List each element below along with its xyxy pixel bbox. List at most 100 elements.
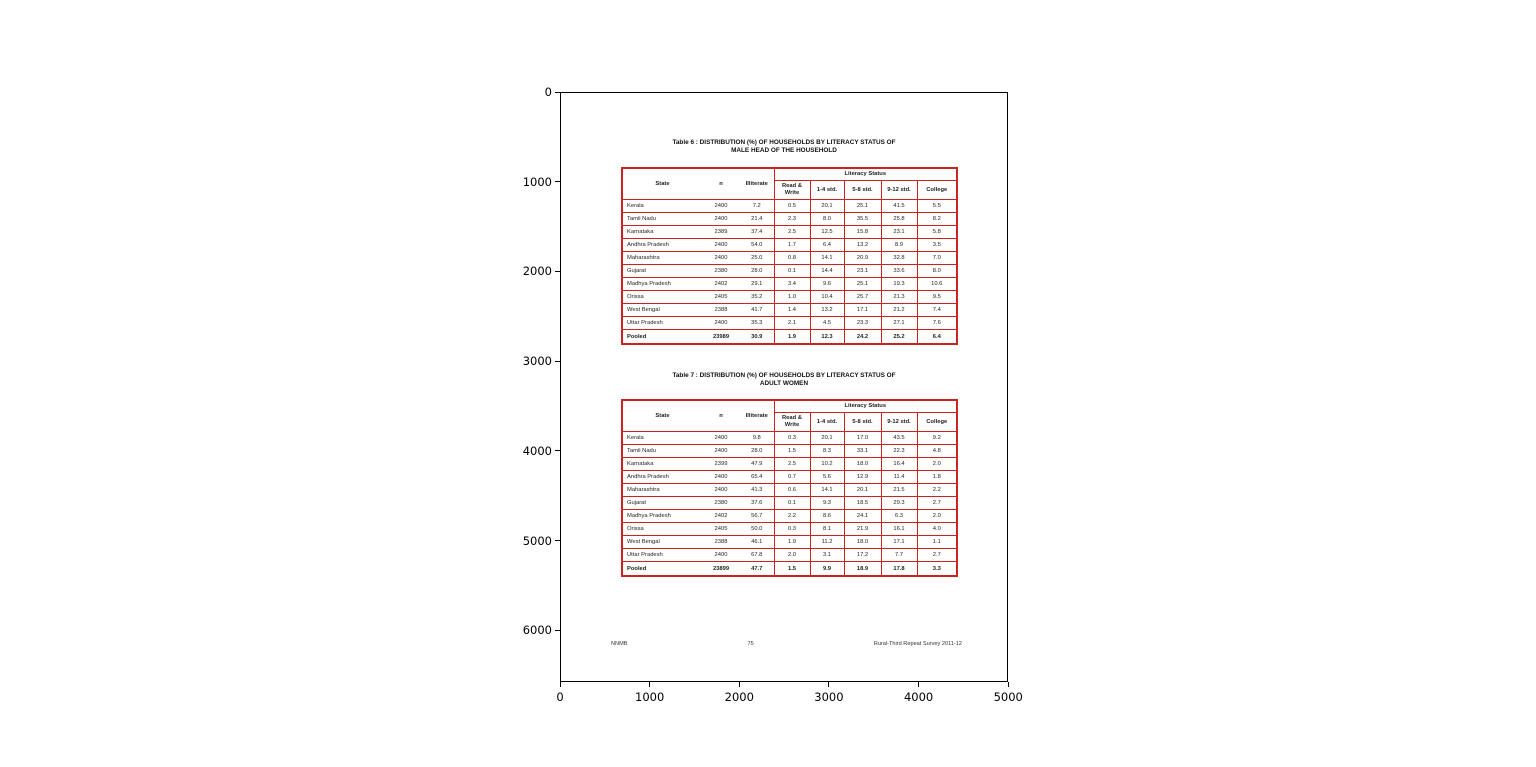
value-cell: 13.2 — [809, 303, 844, 317]
value-cell: 25.2 — [880, 329, 917, 344]
page-footer: NNMB 75 Rural-Third Repeat Survey 2011-1… — [611, 641, 962, 647]
value-cell: 4.5 — [809, 316, 844, 330]
value-cell: 54.0 — [740, 238, 774, 252]
state-cell: Andhra Pradesh — [622, 238, 702, 252]
table-row: Gujarat 2380 37.6 0.1 9.3 18.5 29.3 2.7 — [622, 496, 958, 510]
value-cell: 9.3 — [809, 496, 844, 510]
value-cell: 1.5 — [773, 561, 810, 576]
value-cell: 14.1 — [809, 483, 844, 497]
value-cell: 10.2 — [809, 457, 844, 471]
state-cell: Gujarat — [622, 496, 702, 510]
value-cell: 41.5 — [880, 198, 917, 213]
group-header-literacy-status: Literacy Status — [773, 168, 958, 181]
state-cell: Pooled — [622, 561, 702, 576]
value-cell: 1.9 — [773, 535, 810, 549]
table7-body: Kerala 2400 9.8 0.3 20.1 17.0 43.5 9.2 Tamil Nad… — [622, 430, 958, 576]
x-tick-mark — [1007, 682, 1009, 687]
scanned-report-page: Table 6 : DISTRIBUTION (%) OF HOUSEHOLDS… — [561, 93, 1007, 681]
x-tick-label: 5000 — [993, 690, 1023, 704]
value-cell: 35.2 — [740, 290, 774, 304]
value-cell: 20.1 — [809, 430, 844, 445]
value-cell: 6.3 — [880, 509, 917, 523]
table7-wrapper: State n Illiterate Literacy Status Read … — [621, 399, 959, 577]
value-cell: 2400 — [702, 430, 740, 445]
table-row: Maharashtra 2400 41.3 0.6 14.1 20.1 21.5 2.2 — [622, 483, 958, 497]
table-row: Tamil Nadu 2400 28.0 1.5 8.3 33.1 22.3 4.8 — [622, 444, 958, 458]
col-header-n: n — [719, 412, 723, 419]
value-cell: 2.2 — [916, 483, 958, 497]
value-cell: 2.5 — [773, 225, 810, 239]
value-cell: 27.1 — [880, 316, 917, 330]
value-cell: 13.2 — [843, 238, 881, 252]
value-cell: 16.1 — [880, 522, 917, 536]
x-tick-mark — [738, 682, 740, 687]
state-cell: Gujarat — [622, 264, 702, 278]
value-cell: 0.1 — [773, 264, 810, 278]
y-tick-mark — [555, 91, 560, 93]
value-cell: 9.9 — [809, 561, 844, 576]
value-cell: 0.1 — [773, 496, 810, 510]
table-row: Tamil Nadu 2400 21.4 2.3 8.0 35.5 25.8 8.2 — [622, 212, 958, 226]
value-cell: 8.1 — [809, 522, 844, 536]
table6-title-line2: MALE HEAD OF THE HOUSEHOLD — [731, 147, 837, 154]
table-row: Kerala 2400 7.2 0.5 20.1 25.1 41.5 5.5 — [622, 198, 958, 213]
col-header-college: College — [916, 412, 958, 432]
value-cell: 2400 — [702, 548, 740, 562]
value-cell: 28.0 — [740, 264, 774, 278]
value-cell: 24.2 — [843, 329, 881, 344]
col-header-9-12-std: 9-12 std. — [880, 412, 917, 432]
y-tick-label: 4000 — [522, 443, 552, 458]
col-header-illiterate: Illiterate — [745, 180, 768, 187]
value-cell: 2400 — [702, 316, 740, 330]
value-cell: 2405 — [702, 290, 740, 304]
x-tick-label: 2000 — [724, 690, 754, 704]
value-cell: 29.3 — [880, 496, 917, 510]
value-cell: 21.5 — [880, 483, 917, 497]
value-cell: 18.0 — [843, 457, 881, 471]
col-header-illiterate: Illiterate — [745, 412, 768, 419]
col-header-read-write: Read & Write — [773, 412, 810, 432]
table-row: Andhra Pradesh 2400 54.0 1.7 6.4 13.2 8.9 3.5 — [622, 238, 958, 252]
value-cell: 30.9 — [740, 329, 774, 344]
table7-title: Table 7 : DISTRIBUTION (%) OF HOUSEHOLDS… — [561, 372, 1007, 388]
value-cell: 2.1 — [773, 316, 810, 330]
footer-org-label: NNMB — [611, 641, 628, 647]
state-cell: Madhya Pradesh — [622, 509, 702, 523]
table-row: Uttar Pradesh 2400 35.3 2.1 4.5 23.3 27.1 7.6 — [622, 316, 958, 330]
col-header-1-4-std: 1-4 std. — [809, 180, 844, 200]
value-cell: 15.8 — [843, 225, 881, 239]
x-tick-mark — [559, 682, 561, 687]
value-cell: 3.3 — [916, 561, 958, 576]
col-header-college: College — [916, 180, 958, 200]
table6-title-line1: Table 6 : DISTRIBUTION (%) OF HOUSEHOLDS… — [672, 139, 896, 146]
table-households-literacy-adult-women: State n Illiterate Literacy Status Read … — [621, 399, 959, 577]
value-cell: 0.5 — [773, 198, 810, 213]
y-tick-label: 6000 — [522, 623, 552, 638]
y-tick-label: 1000 — [522, 174, 552, 189]
value-cell: 29.1 — [740, 277, 774, 291]
value-cell: 9.2 — [916, 430, 958, 445]
value-cell: 2405 — [702, 522, 740, 536]
value-cell: 11.4 — [880, 470, 917, 484]
table6-title: Table 6 : DISTRIBUTION (%) OF HOUSEHOLDS… — [561, 139, 1007, 155]
value-cell: 10.4 — [809, 290, 844, 304]
value-cell: 2.0 — [916, 509, 958, 523]
col-header-read-write: Read & Write — [773, 180, 810, 200]
value-cell: 18.5 — [843, 496, 881, 510]
value-cell: 2400 — [702, 444, 740, 458]
state-cell: Orissa — [622, 522, 702, 536]
y-tick-label: 5000 — [522, 533, 552, 548]
y-tick-label: 2000 — [522, 264, 552, 279]
value-cell: 18.0 — [843, 535, 881, 549]
value-cell: 37.6 — [740, 496, 774, 510]
x-tick-mark — [918, 682, 920, 687]
value-cell: 23.1 — [880, 225, 917, 239]
value-cell: 1.7 — [773, 238, 810, 252]
plot-axes: Table 6 : DISTRIBUTION (%) OF HOUSEHOLDS… — [560, 92, 1008, 682]
table-row: Karnataka 2399 47.9 2.5 10.2 18.0 16.4 2.0 — [622, 457, 958, 471]
y-tick-label: 0 — [544, 85, 552, 99]
value-cell: 8.6 — [809, 509, 844, 523]
value-cell: 1.1 — [916, 535, 958, 549]
footer-page-number: 75 — [747, 641, 754, 647]
